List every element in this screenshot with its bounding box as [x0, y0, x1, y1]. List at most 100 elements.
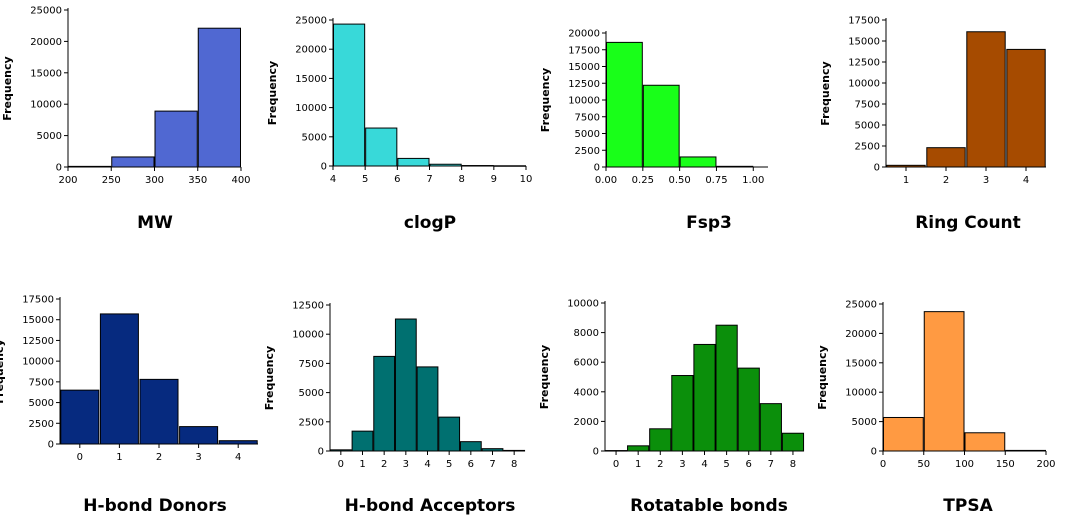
bar-rot-1 — [627, 445, 650, 452]
x-tick-label-hbd-0: 0 — [77, 452, 83, 463]
y-axis-label-rot: Frequency — [538, 345, 551, 409]
y-tick-label-rot-2: 4000 — [574, 387, 599, 398]
y-tick-label-clogp-3: 15000 — [295, 74, 327, 85]
y-tick-label-clogp-0: 0 — [321, 162, 327, 173]
bar-fsp3-2 — [679, 156, 717, 168]
x-tick-label-fsp3-2: 0.50 — [669, 175, 691, 186]
y-tick-label-ring-4: 10000 — [848, 79, 880, 90]
x-tick-label-hba-0: 0 — [338, 459, 344, 470]
bar-mw-3 — [197, 27, 241, 168]
x-tick-label-mw-4: 400 — [231, 175, 250, 186]
y-tick-label-rot-3: 6000 — [574, 358, 599, 369]
x-tick-label-hba-8: 8 — [511, 459, 517, 470]
y-tick-label-mw-1: 5000 — [37, 131, 62, 142]
chart-title-mw: MW — [137, 213, 173, 233]
bar-hba-1 — [351, 430, 374, 452]
x-tick-label-tpsa-4: 200 — [1036, 459, 1055, 470]
bar-rot-6 — [737, 367, 760, 452]
chart-panel-mw: 0 5000 10000 15000 20000 25000 200 250 300 350 400… — [1, 6, 251, 234]
chart-title-tpsa: TPSA — [943, 496, 993, 516]
y-tick-label-rot-4: 8000 — [574, 328, 599, 339]
x-tick-label-hbd-3: 3 — [195, 452, 201, 463]
y-axis-label-hbd: Frequency — [0, 339, 6, 403]
x-tick-label-rot-7: 7 — [768, 459, 774, 470]
bar-tpsa-1 — [923, 311, 965, 452]
x-tick-label-hba-7: 7 — [489, 459, 495, 470]
y-tick-label-hba-2: 5000 — [299, 388, 324, 399]
y-tick-label-fsp3-0: 0 — [594, 163, 600, 174]
bar-hbd-2 — [139, 378, 179, 445]
bar-rot-4 — [693, 343, 716, 452]
chart-panel-hbd: 0 2500 5000 7500 10000 12500 15000 17500 0 1 2 3 4 Fr… — [0, 295, 258, 516]
x-tick-label-rot-4: 4 — [701, 459, 707, 470]
y-tick-label-fsp3-1: 2500 — [575, 146, 600, 157]
bar-ring-2 — [966, 31, 1006, 168]
y-tick-label-tpsa-1: 5000 — [852, 417, 877, 428]
y-tick-label-tpsa-3: 15000 — [845, 358, 877, 369]
y-axis-label-mw: Frequency — [1, 56, 14, 120]
y-tick-label-hbd-0: 0 — [48, 440, 54, 451]
bar-ring-1 — [926, 147, 966, 168]
bar-rot-3 — [671, 375, 694, 452]
x-tick-label-hbd-1: 1 — [116, 452, 122, 463]
x-tick-label-mw-0: 200 — [58, 175, 77, 186]
bar-rot-2 — [649, 428, 672, 452]
x-tick-label-hba-2: 2 — [381, 459, 387, 470]
bar-rot-7 — [759, 403, 782, 452]
chart-panel-tpsa: 0 5000 10000 15000 20000 25000 0 50 100 150 200 Fre… — [816, 300, 1056, 517]
x-tick-label-clogp-6: 10 — [520, 174, 533, 185]
y-tick-label-ring-5: 12500 — [848, 58, 880, 69]
x-tick-label-hbd-2: 2 — [156, 452, 162, 463]
chart-panel-rot: 0 2000 4000 6000 8000 10000 0 1 2 3 4 5 6 7 8 Frequency… — [538, 299, 805, 516]
y-tick-label-mw-4: 20000 — [30, 37, 62, 48]
y-tick-label-hbd-3: 7500 — [29, 377, 54, 388]
bar-hba-3 — [394, 318, 417, 452]
x-tick-label-clogp-1: 5 — [362, 174, 368, 185]
chart-title-clogp: clogP — [404, 213, 456, 233]
chart-panel-hba: 0 2500 5000 7500 10000 12500 0 1 2 3 4 5 6 7 8 Frequenc… — [263, 301, 526, 516]
y-tick-label-fsp3-6: 15000 — [568, 62, 600, 73]
bar-mw-1 — [111, 156, 155, 168]
y-tick-label-tpsa-4: 20000 — [845, 329, 877, 340]
y-tick-label-mw-2: 10000 — [30, 100, 62, 111]
bar-hba-6 — [459, 441, 482, 452]
y-tick-label-hbd-7: 17500 — [22, 295, 54, 306]
y-tick-label-mw-0: 0 — [56, 163, 62, 174]
y-tick-label-hbd-4: 10000 — [22, 357, 54, 368]
x-tick-label-hba-6: 6 — [468, 459, 474, 470]
y-tick-label-ring-7: 17500 — [848, 16, 880, 27]
y-tick-label-hba-5: 12500 — [292, 301, 324, 312]
y-tick-label-tpsa-5: 25000 — [845, 300, 877, 311]
x-tick-label-tpsa-2: 100 — [955, 459, 974, 470]
x-tick-label-hba-1: 1 — [359, 459, 365, 470]
y-axis-label-clogp: Frequency — [266, 61, 279, 125]
x-tick-label-ring-2: 3 — [983, 175, 989, 186]
bar-ring-3 — [1006, 48, 1046, 168]
y-tick-label-hba-4: 10000 — [292, 330, 324, 341]
x-tick-label-mw-3: 350 — [188, 175, 207, 186]
x-tick-label-tpsa-1: 50 — [917, 459, 930, 470]
y-tick-label-hba-1: 2500 — [299, 417, 324, 428]
x-tick-label-clogp-0: 4 — [330, 174, 336, 185]
chart-panel-clogp: 0 5000 10000 15000 20000 25000 4 5 6 7 8 9 10 Frequen… — [266, 16, 532, 234]
y-axis-label-hba: Frequency — [263, 346, 276, 410]
y-tick-label-hbd-6: 15000 — [22, 315, 54, 326]
y-tick-label-fsp3-2: 5000 — [575, 129, 600, 140]
y-tick-label-ring-1: 2500 — [855, 142, 880, 153]
y-tick-label-clogp-2: 10000 — [295, 103, 327, 114]
y-tick-label-rot-1: 2000 — [574, 417, 599, 428]
x-tick-label-clogp-5: 9 — [491, 174, 497, 185]
y-axis-label-tpsa: Frequency — [816, 345, 829, 409]
bar-hba-2 — [373, 355, 396, 452]
x-tick-label-hbd-4: 4 — [235, 452, 241, 463]
x-tick-label-ring-0: 1 — [903, 175, 909, 186]
y-tick-label-hba-0: 0 — [318, 447, 324, 458]
bar-clogp-1 — [365, 127, 398, 167]
bar-hba-5 — [438, 416, 461, 452]
y-tick-label-hbd-5: 12500 — [22, 336, 54, 347]
bar-fsp3-1 — [642, 84, 680, 168]
y-tick-label-clogp-1: 5000 — [302, 132, 327, 143]
y-tick-label-tpsa-0: 0 — [871, 447, 877, 458]
